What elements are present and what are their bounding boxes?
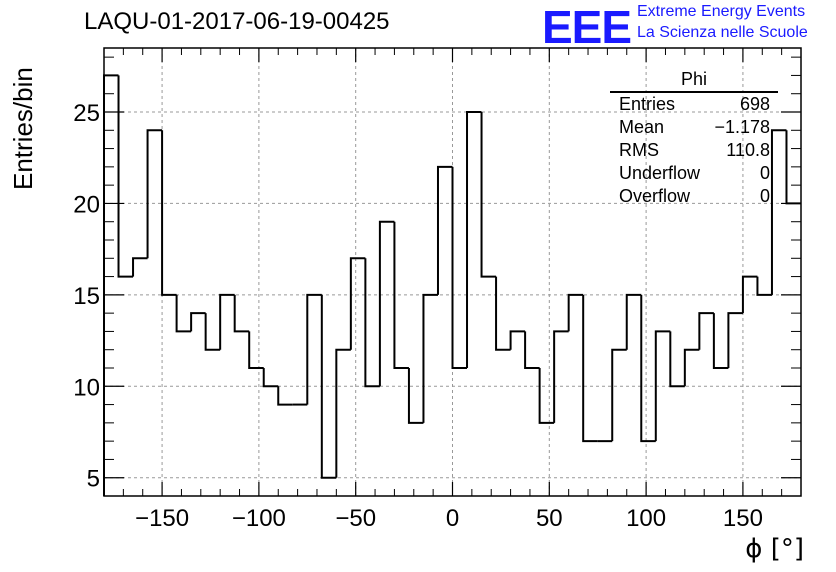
x-tick-label: −50	[335, 505, 376, 532]
histogram-bin	[335, 348, 351, 478]
histogram-bin	[538, 368, 555, 424]
stats-key: Entries	[619, 94, 676, 114]
histogram-bin	[262, 368, 279, 388]
x-tick-label: 150	[723, 505, 763, 532]
histogram-bin	[422, 293, 438, 423]
histogram-bin	[480, 112, 497, 278]
histogram-bin	[582, 294, 598, 443]
histogram-bin	[509, 330, 526, 350]
histogram-bin	[756, 276, 772, 296]
histogram-bin	[712, 313, 729, 369]
stats-row-overflow: Overflow 0	[610, 185, 778, 208]
x-tick-label: −150	[135, 505, 189, 532]
histogram-bin	[349, 257, 366, 350]
stats-row-rms: RMS 110.8	[610, 139, 778, 162]
stats-row-underflow: Underflow 0	[610, 162, 778, 185]
histogram-bin	[698, 312, 714, 350]
histogram-bin	[625, 293, 642, 350]
stats-value: 110.8	[726, 140, 770, 160]
histogram-bin	[320, 294, 337, 479]
histogram-bin	[611, 348, 627, 442]
histogram-bin	[567, 293, 584, 332]
axis-ticks	[103, 48, 802, 497]
stats-value: −1.178	[714, 117, 770, 137]
x-tick-label: 50	[536, 505, 563, 532]
histogram-bin	[161, 130, 177, 296]
tick-labels: −150 −100 −50 0 50 100 150 5 10 15 20 25	[73, 100, 763, 532]
eee-logo: EEE	[542, 1, 632, 53]
stats-value: 0	[759, 186, 770, 206]
y-tick-label: 20	[73, 191, 100, 218]
y-tick-label: 10	[73, 374, 100, 401]
stats-row-entries: Entries 698	[610, 93, 778, 116]
stats-row-mean: Mean −1.178	[610, 116, 778, 139]
x-axis-label: ϕ [°]	[745, 534, 804, 564]
histogram-bin	[378, 220, 395, 387]
histogram-bin	[495, 276, 511, 351]
histogram-bin	[741, 275, 758, 314]
stats-value: 698	[739, 94, 770, 114]
x-tick-label: 0	[446, 505, 459, 532]
histogram-bin	[175, 294, 192, 333]
histogram-bin	[233, 294, 250, 333]
stats-box: Phi Entries 698 Mean −1.178 RMS 110.8 Un…	[610, 69, 778, 208]
histogram-bin	[146, 129, 163, 259]
histogram-bin	[219, 293, 235, 350]
logo-tagline-1: Extreme Energy Events	[637, 3, 806, 20]
histogram-bin	[306, 293, 322, 405]
stats-value: 0	[759, 163, 770, 183]
stats-key: Underflow	[619, 163, 701, 183]
histogram-bins	[103, 74, 801, 496]
histogram-bin	[770, 129, 787, 295]
histogram-bin	[117, 75, 134, 278]
histogram-bin	[451, 166, 468, 369]
histogram-bin	[393, 221, 409, 369]
histogram-bin	[683, 348, 700, 387]
logo-tagline-2: La Scienza nelle Scuole	[637, 24, 808, 41]
histogram-bin	[654, 330, 671, 442]
histogram-bin	[436, 165, 453, 295]
chart-title: LAQU-01-2017-06-19-00425	[84, 8, 390, 35]
y-tick-label: 25	[73, 100, 100, 127]
histogram-bin	[204, 313, 221, 351]
y-axis-label: Entries/bin	[8, 67, 38, 190]
histogram-bin	[364, 258, 380, 388]
stats-box-title: Phi	[610, 69, 778, 93]
histogram-bin	[103, 74, 119, 496]
histogram-bin	[524, 331, 540, 369]
histogram-bin	[553, 330, 569, 423]
histogram-bin	[785, 130, 801, 205]
y-tick-label: 15	[73, 283, 100, 310]
histogram-bin	[248, 331, 264, 369]
x-tick-label: 100	[626, 505, 666, 532]
histogram-bin	[277, 386, 293, 406]
stats-key: RMS	[619, 140, 659, 160]
histogram-bin	[640, 294, 656, 443]
histogram-bin	[132, 257, 148, 277]
x-tick-label: −100	[232, 505, 286, 532]
histogram-bin	[727, 312, 743, 368]
histogram-bin	[407, 368, 424, 424]
y-tick-label: 5	[87, 466, 100, 493]
stats-key: Overflow	[619, 186, 691, 206]
histogram-bin	[669, 331, 685, 388]
stats-key: Mean	[619, 117, 665, 137]
histogram-bin	[466, 111, 482, 368]
histogram-bin	[190, 312, 206, 332]
